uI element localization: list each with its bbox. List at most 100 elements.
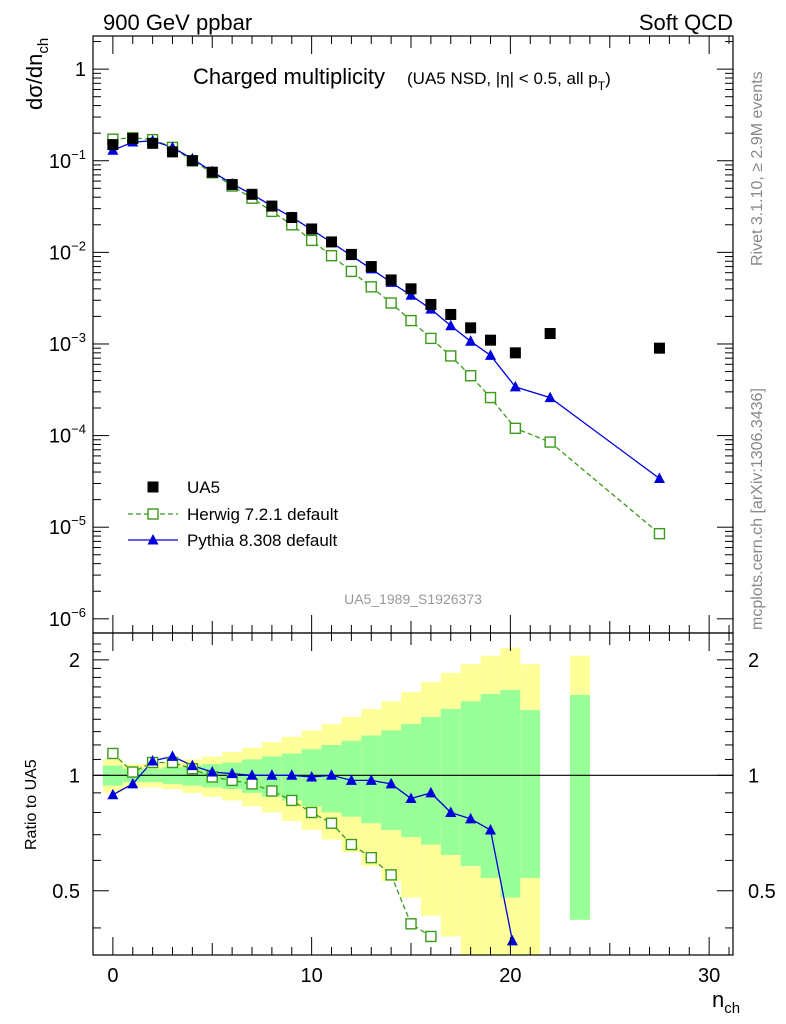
pythia-ratio-point: [326, 769, 338, 780]
pythia-point: [653, 472, 665, 484]
herwig-point: [653, 527, 666, 540]
pythia-ratio-point: [385, 777, 397, 789]
herwig-point: [464, 370, 477, 382]
pythia-line: [112, 140, 660, 480]
pythia-point: [465, 335, 477, 346]
pythia-ratio-point: [186, 759, 198, 771]
pythia-ratio-point: [167, 750, 179, 761]
ua5-point: [306, 223, 318, 235]
ratio-band-inner: [440, 708, 461, 855]
herwig-ratio-point: [305, 806, 318, 819]
ua5-point: [385, 274, 397, 286]
pythia-ratio-point: [365, 774, 377, 785]
herwig-point: [445, 350, 457, 362]
pythia-ratio-point: [286, 769, 298, 780]
pythia-point: [509, 380, 521, 392]
ua5-point: [425, 298, 437, 310]
ua5-point: [465, 322, 477, 334]
ua5-point: [345, 248, 357, 260]
ua5-point: [445, 308, 457, 320]
pythia-point: [405, 289, 417, 300]
pythia-ratio-point: [345, 774, 357, 785]
pythia-ratio-point: [107, 788, 119, 800]
herwig-point: [544, 436, 556, 448]
ua5-point: [226, 179, 238, 191]
pythia-ratio-point: [485, 824, 497, 835]
main-y-tick-label: 1: [75, 59, 86, 81]
analysis-watermark: UA5_1989_S1926373: [344, 591, 482, 607]
main-y-tick-label: 10−5: [49, 513, 86, 539]
ua5-point: [485, 334, 497, 346]
herwig-point: [365, 281, 377, 293]
ratio-band-inner: [460, 701, 481, 867]
main-y-tick-label: 10−3: [49, 330, 86, 356]
x-tick-label: 0: [107, 965, 118, 987]
ratio-band-inner: [420, 716, 441, 845]
main-plot-panel: 1 10−1 10−2 10−3 10−4 10−5 10−6 Charged multip…: [22, 35, 734, 634]
pythia-ratio-point: [445, 806, 457, 817]
x-tick-label: 20: [499, 965, 521, 987]
ua5-point: [147, 137, 159, 149]
main-y-axis-label: dσ/dnch: [22, 38, 52, 110]
ratio-plot-frame: [92, 632, 734, 956]
ratio-y-axis-label: Ratio to UA5: [23, 759, 40, 850]
pythia-ratio-point: [226, 767, 238, 779]
legend-label: Pythia 8.308 default: [187, 531, 338, 550]
main-y-tick-label: 10−4: [49, 422, 86, 448]
herwig-ratio-point: [405, 918, 417, 930]
herwig-ratio-point: [286, 794, 298, 807]
x-axis-label: nch: [712, 987, 740, 1017]
x-tick-label: 10: [301, 965, 323, 987]
ratio-band-inner: [401, 724, 421, 838]
herwig-ratio-point: [425, 930, 437, 943]
herwig-ratio-point: [365, 851, 377, 864]
legend-label: Herwig 7.2.1 default: [187, 505, 338, 524]
plot-subtitle: (UA5 NSD, |η| < 0.5, all pT): [407, 69, 611, 93]
ua5-point: [127, 132, 139, 144]
herwig-ratio-point: [385, 869, 397, 881]
rivet-version-label: Rivet 3.1.10, ≥ 2.9M events: [749, 71, 766, 266]
ua5-point: [206, 166, 218, 178]
pythia-point: [544, 391, 556, 403]
herwig-point: [509, 422, 522, 435]
ua5-point: [246, 188, 258, 200]
legend-herwig-marker: [147, 508, 159, 520]
pythia-ratio-point: [506, 934, 518, 946]
herwig-point: [345, 265, 358, 278]
ratio-y-tick-label-right: 0.5: [748, 881, 776, 903]
ua5-point: [286, 212, 298, 224]
ua5-point: [167, 146, 179, 158]
pythia-ratio-point: [127, 777, 139, 789]
legend-label: UA5: [187, 478, 220, 497]
herwig-point: [425, 332, 437, 345]
pythia-ratio-point: [405, 792, 417, 804]
herwig-ratio-point: [325, 817, 338, 829]
mcplots-reference-label: mcplots.cern.ch [arXiv:1306.3436]: [749, 388, 766, 630]
header-left-label: 900 GeV ppbar: [103, 10, 252, 35]
plot-title: Charged multiplicity: [193, 64, 385, 89]
herwig-line: [112, 137, 660, 535]
legend-pythia-marker: [147, 534, 159, 545]
pythia-ratio-point: [306, 770, 318, 782]
herwig-ratio-point: [107, 747, 119, 760]
herwig-point: [385, 297, 397, 309]
herwig-point: [484, 391, 497, 404]
pythia-ratio-point: [246, 769, 258, 780]
main-y-tick-label: 10−2: [49, 238, 86, 264]
pythia-ratio-point: [425, 786, 437, 798]
ratio-plot-panel: 2 2 1 1 0.5 0.5 0 10 20 30 Ratio to UA5 nch: [23, 632, 776, 1017]
herwig-ratio-point: [127, 766, 139, 778]
ua5-point: [107, 139, 119, 151]
ratio-y-tick-label: 2: [69, 650, 80, 672]
herwig-ratio-point: [345, 838, 358, 851]
ua5-point: [544, 328, 556, 340]
legend-ua5-marker: [147, 481, 159, 493]
ua5-point: [266, 200, 278, 212]
herwig-point: [305, 234, 318, 247]
header-right-label: Soft QCD: [639, 10, 733, 35]
herwig-ratio-point: [266, 785, 278, 797]
pythia-ratio-point: [206, 766, 218, 777]
ratio-band-inner: [570, 694, 590, 920]
legend: UA5 Herwig 7.2.1 default Pythia 8.308 defa…: [128, 478, 338, 550]
